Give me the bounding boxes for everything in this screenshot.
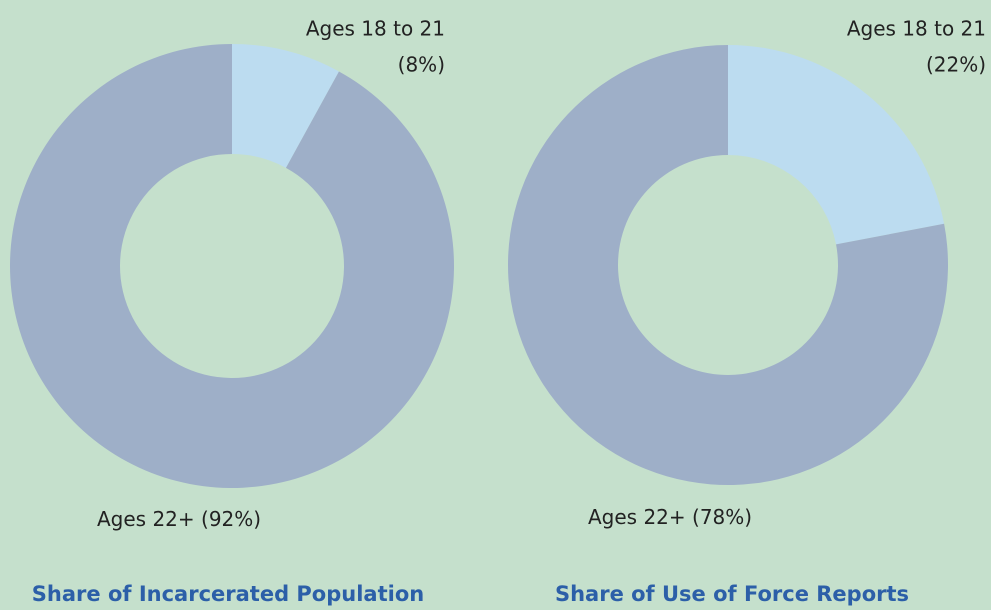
chart-title: Share of Use of Force Reports xyxy=(555,582,909,606)
slice-value-label: (92%) xyxy=(201,507,261,531)
slice-label: Ages 22+ (92%) xyxy=(97,507,261,531)
slice-category: Ages 22+ xyxy=(588,505,686,529)
slice-category: Ages 22+ xyxy=(97,507,195,531)
slice-label: Ages 22+ (78%) xyxy=(588,505,752,529)
slice-label: Ages 18 to 21 xyxy=(306,17,445,41)
donut-slice xyxy=(9,44,455,488)
slice-value-label: (22%) xyxy=(926,53,986,77)
donut-slice xyxy=(728,45,945,245)
slice-value-label: (8%) xyxy=(398,53,445,77)
donut-slice xyxy=(232,44,339,168)
slice-value-label: (78%) xyxy=(692,505,752,529)
donut-slice xyxy=(507,45,948,485)
chart-title: Share of Incarcerated Population xyxy=(32,582,424,606)
slice-label: Ages 18 to 21 xyxy=(847,17,986,41)
